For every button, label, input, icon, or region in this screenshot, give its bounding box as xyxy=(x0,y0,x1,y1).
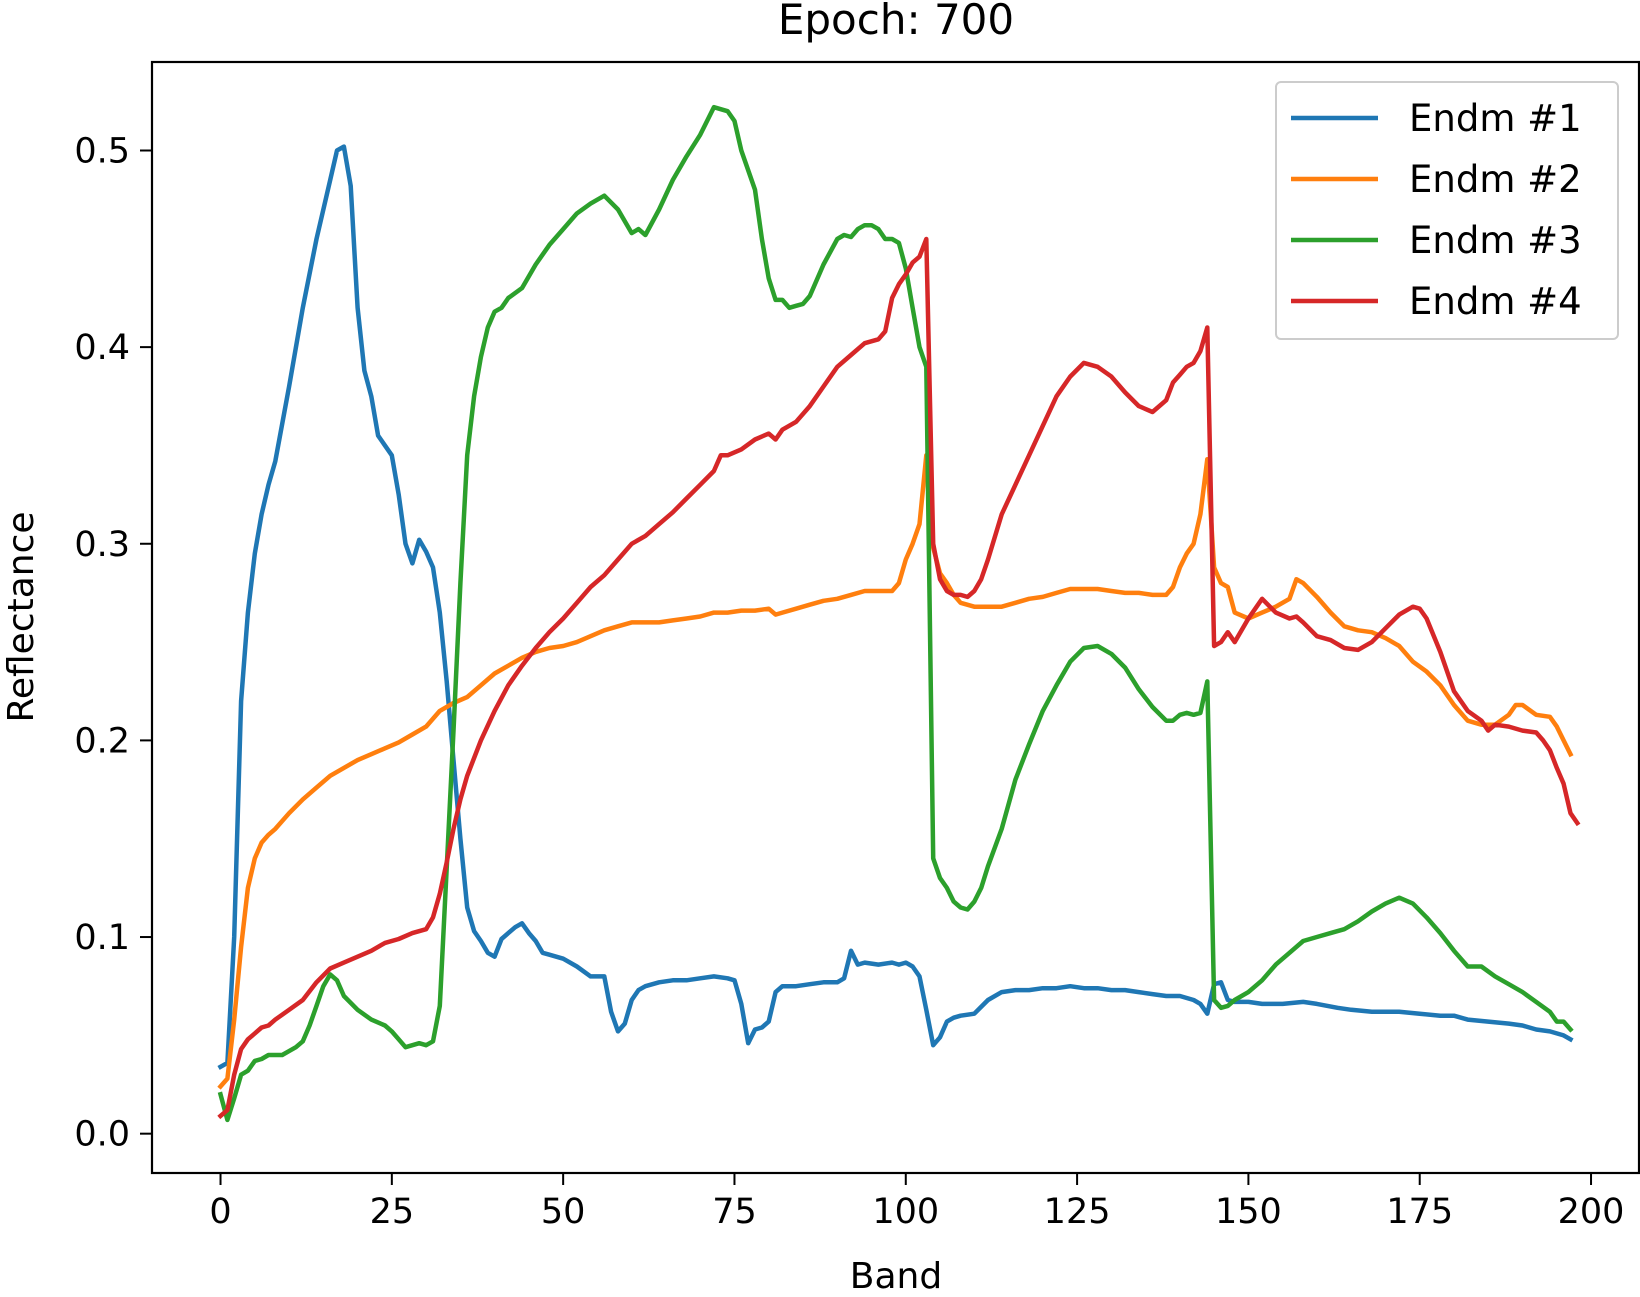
x-tick-label: 150 xyxy=(1215,1192,1282,1232)
y-tick-label: 0.3 xyxy=(74,525,130,565)
legend-frame xyxy=(1275,81,1619,340)
x-tick-label: 100 xyxy=(872,1192,939,1232)
x-axis: 0 25 50 75 100 125 150 175 200 xyxy=(209,1173,1624,1232)
x-tick-label: 50 xyxy=(541,1192,586,1232)
legend-label-2: Endm #2 xyxy=(1409,158,1582,201)
series-line-3 xyxy=(217,104,1574,1123)
y-tick-label: 0.0 xyxy=(74,1115,130,1155)
plot-frame xyxy=(150,60,1640,1175)
legend-label-1: Endm #1 xyxy=(1409,97,1582,140)
y-tick-label: 0.1 xyxy=(74,918,130,958)
x-tick-label: 25 xyxy=(370,1192,415,1232)
legend-label-3: Endm #3 xyxy=(1409,219,1582,262)
y-tick-label: 0.2 xyxy=(74,721,130,761)
x-tick-label: 125 xyxy=(1044,1192,1111,1232)
x-tick-label: 175 xyxy=(1386,1192,1453,1232)
legend: Endm #1 Endm #2 Endm #3 Endm #4 xyxy=(1275,81,1619,340)
legend-label-4: Endm #4 xyxy=(1409,280,1582,323)
series-line-4 xyxy=(217,236,1581,1120)
chart-title: Epoch: 700 xyxy=(778,0,1014,44)
y-tick-label: 0.5 xyxy=(74,131,130,171)
x-tick-label: 200 xyxy=(1558,1192,1625,1232)
x-axis-label: Band xyxy=(850,1256,942,1297)
series-line-2 xyxy=(217,453,1574,1090)
x-tick-label: 75 xyxy=(712,1192,757,1232)
series-line-1 xyxy=(217,144,1574,1070)
x-tick-label: 0 xyxy=(209,1192,231,1232)
y-tick-label: 0.4 xyxy=(74,328,130,368)
y-axis-label: Reflectance xyxy=(1,511,42,722)
series-layer xyxy=(217,104,1581,1123)
y-axis: 0.0 0.1 0.2 0.3 0.4 0.5 xyxy=(74,131,152,1155)
